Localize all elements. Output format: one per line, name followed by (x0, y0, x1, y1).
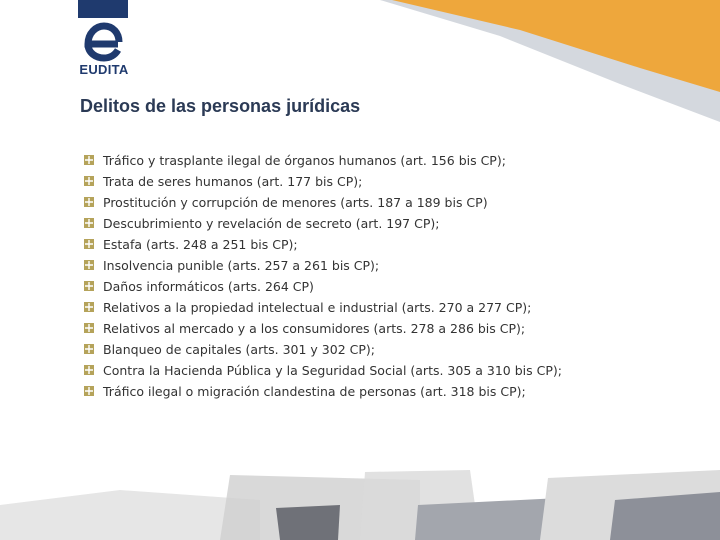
list-item: Prostitución y corrupción de menores (ar… (84, 192, 562, 213)
bullet (84, 323, 94, 333)
bullet (84, 365, 94, 375)
item-text: Descubrimiento y revelación de secreto (… (103, 216, 440, 231)
list-item: Relativos al mercado y a los consumidore… (84, 318, 562, 339)
bullet (84, 176, 94, 186)
item-text: Contra la Hacienda Pública y la Segurida… (103, 363, 562, 378)
list-item: Tráfico y trasplante ilegal de órganos h… (84, 150, 562, 171)
bullet (84, 239, 94, 249)
item-text: Relativos al mercado y a los consumidore… (103, 321, 526, 336)
list-item: Blanqueo de capitales (arts. 301 y 302 C… (84, 339, 562, 360)
bottom-shape (276, 505, 340, 540)
item-text: Trata de seres humanos (art. 177 bis CP)… (103, 174, 363, 189)
item-text: Tráfico ilegal o migración clandestina d… (103, 384, 526, 399)
list-item: Trata de seres humanos (art. 177 bis CP)… (84, 171, 562, 192)
bullet (84, 302, 94, 312)
logo-block (78, 0, 128, 18)
item-text: Tráfico y trasplante ilegal de órganos h… (103, 153, 506, 168)
bullet (84, 281, 94, 291)
list-item: Tráfico ilegal o migración clandestina d… (84, 381, 562, 402)
bottom-shape (415, 498, 560, 540)
bullet (84, 344, 94, 354)
item-text: Prostitución y corrupción de menores (ar… (103, 195, 488, 210)
logo-text: EUDITA (79, 62, 129, 77)
bullet (84, 260, 94, 270)
bullet (84, 218, 94, 228)
item-text: Relativos a la propiedad intelectual e i… (103, 300, 532, 315)
bullet-list: Tráfico y trasplante ilegal de órganos h… (84, 150, 562, 402)
bullet (84, 155, 94, 165)
logo-mark (84, 22, 123, 62)
list-item: Estafa (arts. 248 a 251 bis CP); (84, 234, 562, 255)
item-text: Daños informáticos (arts. 264 CP) (103, 279, 314, 294)
bottom-shape (0, 490, 260, 540)
item-text: Blanqueo de capitales (arts. 301 y 302 C… (103, 342, 375, 357)
list-item: Relativos a la propiedad intelectual e i… (84, 297, 562, 318)
bottom-shape (610, 492, 720, 540)
list-item: Insolvencia punible (arts. 257 a 261 bis… (84, 255, 562, 276)
bullet (84, 386, 94, 396)
orange-band (392, 0, 720, 92)
slide-title: Delitos de las personas jurídicas (80, 96, 361, 116)
item-text: Insolvencia punible (arts. 257 a 261 bis… (103, 258, 380, 273)
list-item: Descubrimiento y revelación de secreto (… (84, 213, 562, 234)
list-item: Contra la Hacienda Pública y la Segurida… (84, 360, 562, 381)
bullet (84, 197, 94, 207)
list-item: Daños informáticos (arts. 264 CP) (84, 276, 562, 297)
item-text: Estafa (arts. 248 a 251 bis CP); (103, 237, 298, 252)
